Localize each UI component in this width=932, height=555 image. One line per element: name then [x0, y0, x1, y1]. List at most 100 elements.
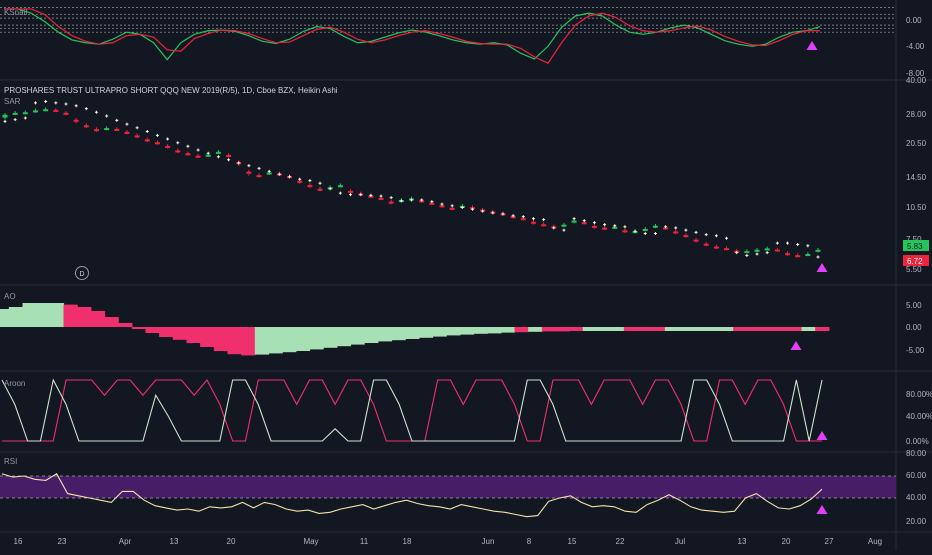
candle-body-58 — [591, 225, 597, 228]
ao-bar-15 — [200, 327, 215, 347]
sar-point-17 — [176, 141, 180, 145]
sar-point-6 — [64, 102, 68, 106]
sar-point-14 — [145, 129, 149, 133]
candle-body-76 — [774, 249, 780, 252]
sar-point-5 — [54, 101, 58, 105]
sar-point-71 — [725, 236, 729, 240]
ao-tick-2: -5.00 — [906, 346, 925, 355]
sar-point-19 — [196, 148, 200, 152]
sar-point-53 — [542, 218, 546, 222]
sar-point-16 — [166, 137, 170, 141]
sar-point-43 — [440, 202, 444, 206]
ao-bar-51 — [692, 327, 707, 331]
ao-tick-0: 5.00 — [906, 301, 922, 310]
sar-point-36 — [369, 193, 373, 197]
candle-body-10 — [104, 128, 110, 131]
candle-body-9 — [93, 129, 99, 132]
ao-bar-11 — [145, 327, 160, 333]
aroon-title: Aroon — [4, 379, 25, 388]
sar-point-29 — [298, 177, 302, 181]
candle-body-13 — [134, 135, 140, 138]
ao-bar-40 — [541, 327, 557, 332]
ksnail-tick-2: -8.00 — [906, 69, 925, 78]
price-tick-1: 28.00 — [906, 110, 927, 119]
dividend-badge[interactable]: D — [75, 266, 89, 280]
ao-bar-37 — [500, 327, 516, 333]
price-title: PROSHARES TRUST ULTRAPRO SHORT QQQ NEW 2… — [4, 86, 338, 95]
candle-body-30 — [307, 185, 313, 188]
ao-bar-27 — [364, 327, 379, 343]
sar-point-64 — [653, 231, 657, 235]
sar-point-20 — [206, 151, 210, 155]
x-tick-8: Jun — [482, 537, 495, 546]
x-tick-13: 13 — [738, 537, 747, 546]
sar-point-56 — [572, 217, 576, 221]
sar-point-49 — [501, 212, 505, 216]
sar-point-79 — [806, 244, 810, 248]
x-tick-3: 13 — [170, 537, 179, 546]
candle-body-74 — [754, 249, 760, 252]
sar-point-52 — [531, 217, 535, 221]
sar-point-67 — [684, 228, 688, 232]
candle-body-11 — [114, 128, 120, 131]
sar-point-65 — [664, 225, 668, 229]
ao-bar-13 — [172, 327, 188, 340]
sar-point-58 — [592, 221, 596, 225]
plots — [0, 8, 830, 518]
candle-body-34 — [348, 190, 354, 193]
sar-point-13 — [135, 126, 139, 130]
ao-bar-21 — [282, 327, 297, 353]
ao-bar-28 — [377, 327, 393, 342]
sar-point-0 — [3, 119, 7, 123]
signal-triangle-3 — [816, 431, 828, 440]
ao-bar-23 — [309, 327, 324, 350]
ao-tick-1: 0.00 — [906, 323, 922, 332]
ao-bar-50 — [678, 327, 693, 331]
candle-body-65 — [663, 227, 669, 230]
price-tick-6: 5.50 — [906, 265, 922, 274]
candle-body-52 — [530, 221, 536, 224]
x-tick-10: 15 — [568, 537, 577, 546]
x-tick-11: 22 — [616, 537, 625, 546]
ao-bar-35 — [473, 327, 488, 334]
ao-bar-41 — [555, 327, 570, 332]
candle-body-15 — [154, 142, 160, 145]
ao-bar-2 — [22, 303, 37, 327]
ksnail-tick-1: -4.00 — [906, 42, 925, 51]
sar-point-34 — [349, 193, 353, 197]
sar-point-78 — [796, 242, 800, 246]
x-tick-6: 11 — [360, 537, 369, 546]
candle-body-59 — [602, 227, 608, 230]
sar-point-72 — [735, 251, 739, 255]
sar-point-32 — [328, 187, 332, 191]
candle-body-29 — [297, 180, 303, 183]
ksnail-series-1 — [4, 8, 820, 64]
sar-point-46 — [470, 207, 474, 211]
ao-bar-24 — [323, 327, 338, 348]
sar-point-45 — [460, 206, 464, 210]
x-tick-0: 16 — [14, 537, 23, 546]
candle-body-25 — [256, 175, 262, 178]
price-axes: 0.00-4.00-8.0040.0028.0020.5014.5010.507… — [14, 16, 932, 546]
rsi-tick-1: 60.00 — [906, 471, 927, 480]
last-open-value: 5.83 — [907, 242, 923, 251]
ao-bar-44 — [596, 327, 611, 331]
ao-bar-7 — [90, 311, 106, 327]
x-tick-4: 20 — [227, 537, 236, 546]
candle-body-20 — [205, 154, 211, 157]
sar-point-73 — [745, 253, 749, 257]
ao-bar-33 — [446, 327, 461, 336]
price-tick-4: 10.50 — [906, 203, 927, 212]
sar-point-62 — [633, 229, 637, 233]
ao-bar-56 — [760, 327, 775, 331]
ao-bar-8 — [104, 317, 119, 327]
sar-point-9 — [94, 110, 98, 114]
sar-point-2 — [23, 116, 27, 120]
ao-bar-30 — [405, 327, 420, 339]
aroon-series-1 — [1, 378, 823, 442]
sar-point-12 — [125, 122, 129, 126]
sar-point-1 — [13, 118, 17, 122]
last-open-tag — [903, 240, 929, 251]
aroon-tick-1: 40.00% — [906, 412, 932, 421]
